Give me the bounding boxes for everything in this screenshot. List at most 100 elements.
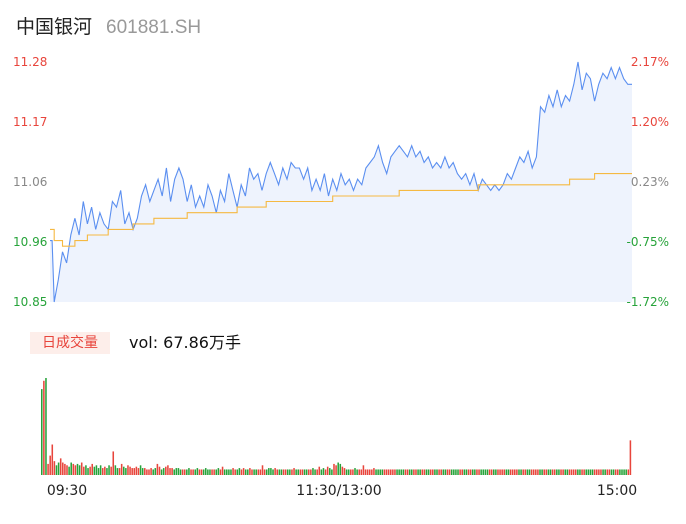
volume-bar [228, 469, 230, 475]
volume-bar [303, 469, 306, 475]
volume-bar [402, 469, 405, 475]
volume-bar [570, 469, 573, 475]
volume-bar [463, 469, 466, 475]
volume-bar [141, 468, 144, 475]
volume-bar [47, 463, 49, 475]
volume-bar [326, 466, 329, 475]
volume-bar [165, 466, 167, 475]
volume-bar [314, 469, 316, 475]
y-tick-right-3: -0.75% [627, 235, 669, 249]
volume-bar [104, 466, 106, 475]
volume-bar [446, 469, 449, 475]
volume-bar [268, 468, 270, 475]
volume-bar [593, 469, 596, 475]
volume-bar [133, 468, 136, 475]
volume-bar [146, 469, 148, 475]
volume-bar [614, 469, 617, 475]
volume-bar [604, 469, 606, 475]
volume-bar [490, 469, 493, 475]
volume-bar [528, 469, 531, 475]
volume-bar [276, 469, 278, 475]
price-line [50, 61, 632, 303]
volume-bar [112, 451, 115, 475]
volume-bar [623, 469, 625, 475]
volume-bar [215, 469, 218, 475]
volume-bar [371, 469, 373, 475]
volume-bar [236, 469, 239, 475]
y-tick-right-2: 0.23% [631, 175, 669, 189]
volume-bar [167, 465, 169, 475]
volume-bar [471, 469, 474, 475]
volume-bar [362, 465, 365, 475]
volume-bar [589, 469, 592, 475]
volume-bar [87, 468, 89, 475]
volume-bar [545, 469, 548, 475]
volume-bar [114, 465, 117, 475]
volume-bar [602, 469, 604, 475]
volume-bar [442, 469, 445, 475]
volume-bar [200, 469, 203, 475]
volume-bar [453, 469, 455, 475]
volume-bar [572, 469, 575, 475]
volume-bar [427, 469, 430, 475]
y-tick-left-4: 10.85 [13, 295, 47, 309]
volume-bar [516, 469, 518, 475]
volume-bar [91, 463, 93, 475]
volume-bar [621, 469, 623, 475]
volume-bar [337, 462, 339, 475]
volume-bar [179, 469, 182, 475]
volume-bar [341, 466, 344, 475]
volume-bar [242, 468, 245, 475]
volume-bar [162, 468, 165, 475]
volume-bar [209, 469, 211, 475]
volume-bar [244, 469, 247, 475]
volume-bar [383, 469, 386, 475]
volume-bar [255, 469, 257, 475]
volume-bar [335, 465, 337, 475]
average-price-line [50, 173, 632, 247]
volume-bar [282, 469, 285, 475]
volume-bar [474, 469, 476, 475]
volume-bar [318, 466, 321, 475]
volume-bar [492, 469, 495, 475]
volume-bar [417, 469, 419, 475]
volume-bar [171, 468, 173, 475]
volume-bar [219, 469, 222, 475]
volume-bar [62, 462, 64, 475]
volume-bar [467, 469, 470, 475]
volume-bar [127, 465, 129, 475]
volume-bar [158, 466, 161, 475]
volume-bar [270, 468, 272, 475]
volume-bar [70, 462, 72, 475]
volume-bar [532, 469, 535, 475]
volume-bar [135, 466, 138, 475]
volume-bar [263, 469, 266, 475]
volume-tab[interactable]: 日成交量 [30, 332, 110, 354]
volume-bar [316, 469, 318, 475]
volume-bar [49, 455, 51, 475]
volume-bar [541, 469, 543, 475]
volume-bar [577, 469, 579, 475]
volume-bar [373, 468, 375, 475]
volume-bar [425, 469, 428, 475]
volume-bar [627, 469, 630, 475]
volume-bar [226, 469, 228, 475]
volume-bar [505, 469, 508, 475]
volume-bar [156, 463, 159, 475]
volume-bar [129, 466, 131, 475]
x-tick-2: 15:00 [597, 483, 637, 499]
volume-bar [89, 466, 91, 475]
volume-bar [253, 469, 255, 475]
volume-bar [486, 469, 489, 475]
volume-bar [347, 469, 350, 475]
volume-bar [345, 469, 348, 475]
volume-bar [356, 469, 358, 475]
volume-bar [284, 469, 287, 475]
volume-bar [459, 469, 461, 475]
volume-bar [385, 469, 388, 475]
volume-bar [55, 465, 58, 475]
volume-bar [272, 469, 274, 475]
volume-bar [280, 469, 283, 475]
volume-bar [501, 469, 503, 475]
volume-bar [514, 469, 516, 475]
